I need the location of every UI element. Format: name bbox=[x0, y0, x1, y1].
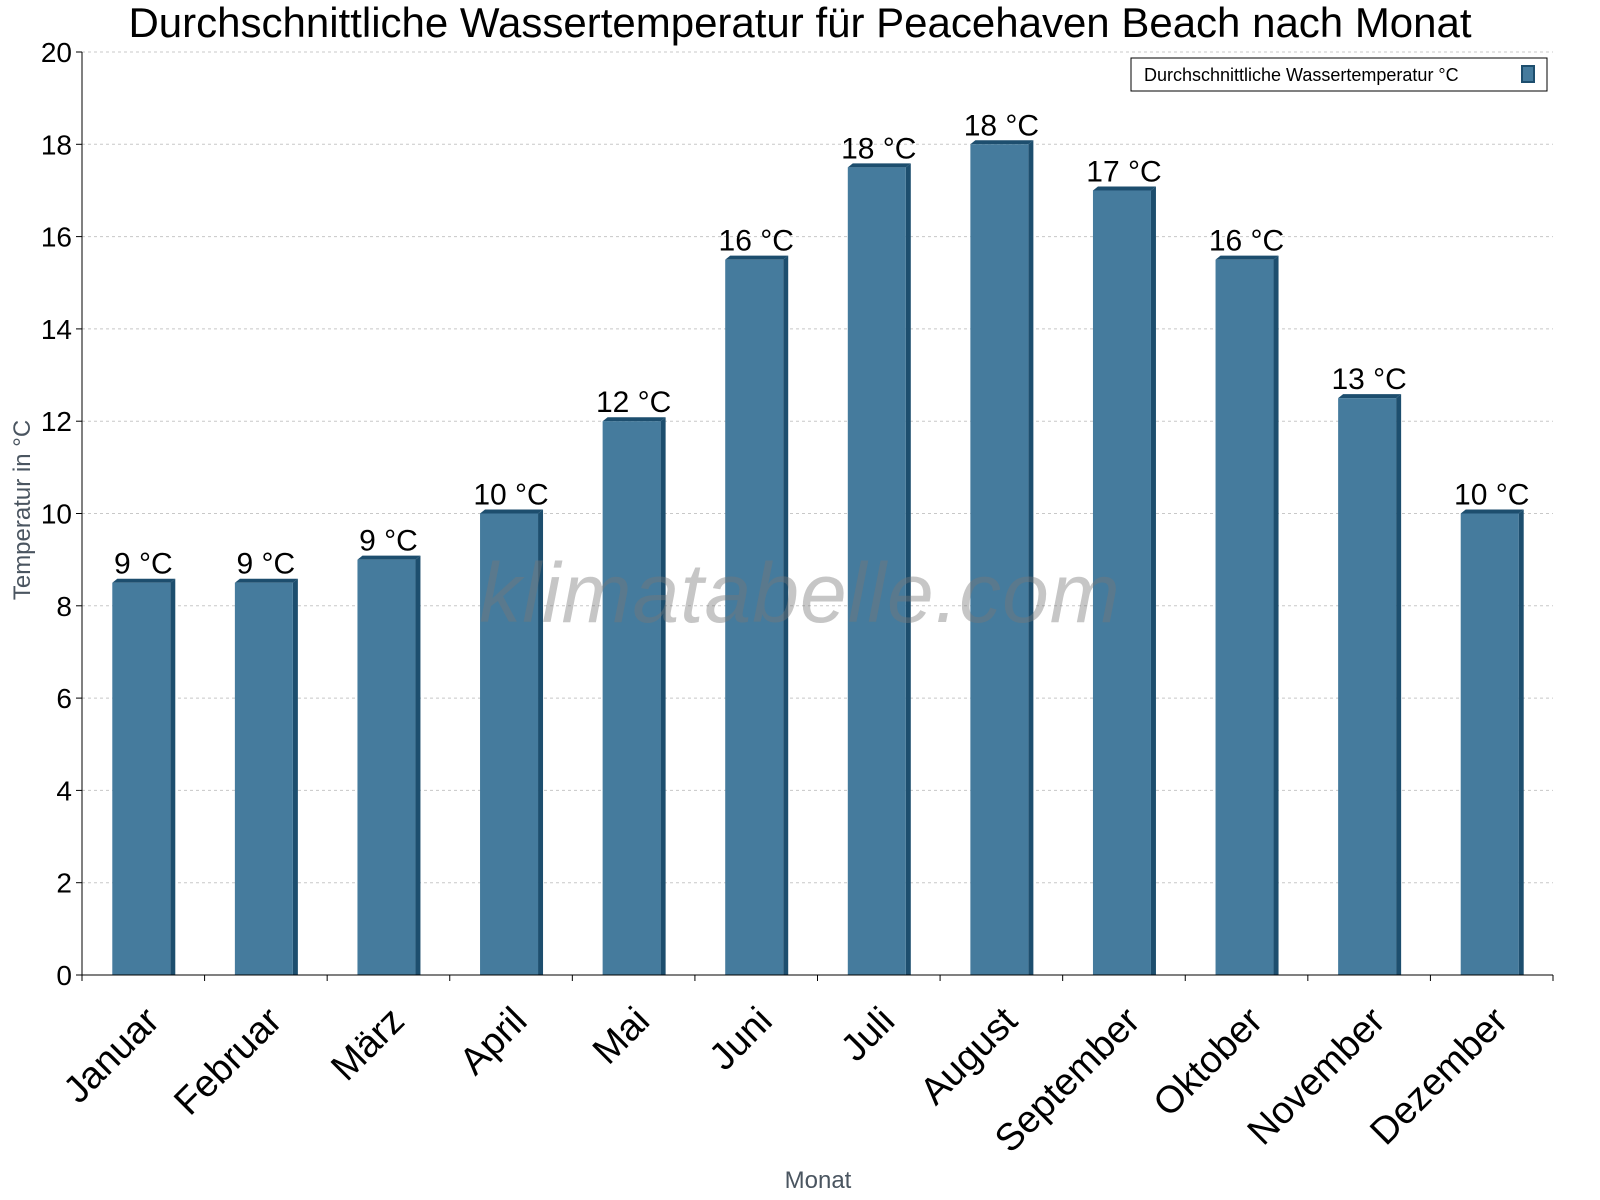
bar-top bbox=[847, 163, 911, 168]
bar bbox=[1092, 186, 1156, 975]
y-tick-label: 8 bbox=[56, 591, 72, 622]
bar-side bbox=[1150, 186, 1156, 975]
data-label: 9 °C bbox=[114, 548, 173, 581]
y-tick-label: 16 bbox=[41, 222, 72, 253]
data-label: 10 °C bbox=[1454, 479, 1529, 512]
data-label: 18 °C bbox=[964, 109, 1039, 142]
bar-top bbox=[112, 578, 176, 583]
data-label: 13 °C bbox=[1331, 363, 1406, 396]
legend-swatch bbox=[1521, 65, 1535, 83]
y-axis-label: Temperatur in °C bbox=[9, 420, 36, 600]
bar-face bbox=[725, 259, 784, 975]
data-label: 10 °C bbox=[473, 479, 548, 512]
y-tick-label: 4 bbox=[56, 775, 72, 806]
bar-side bbox=[783, 255, 789, 976]
bar-face bbox=[112, 582, 171, 975]
bar-top bbox=[234, 578, 298, 583]
data-label: 9 °C bbox=[237, 548, 296, 581]
data-label: 16 °C bbox=[1209, 225, 1284, 258]
bar-top bbox=[1092, 186, 1156, 191]
bar-face bbox=[1338, 398, 1397, 975]
grid bbox=[82, 51, 1553, 884]
data-label: 9 °C bbox=[359, 525, 418, 558]
y-tick-label: 6 bbox=[56, 683, 72, 714]
legend-box bbox=[1130, 57, 1548, 92]
bar-side bbox=[1028, 140, 1034, 976]
y-tick-label: 2 bbox=[56, 868, 72, 899]
bar-top bbox=[725, 255, 789, 260]
bar-top bbox=[1338, 394, 1402, 399]
bar-top bbox=[970, 140, 1034, 145]
bar-side bbox=[905, 163, 911, 975]
data-label: 16 °C bbox=[719, 225, 794, 258]
bar bbox=[847, 163, 911, 975]
bar-face bbox=[1092, 190, 1151, 975]
bar-face bbox=[357, 559, 416, 975]
chart-title: Durchschnittliche Wassertemperatur für P… bbox=[128, 0, 1471, 46]
bar-side bbox=[415, 555, 421, 975]
bar-top bbox=[1215, 255, 1279, 260]
bar bbox=[1460, 509, 1524, 975]
x-tick-label: Oktober bbox=[1146, 999, 1272, 1125]
bar-side bbox=[660, 417, 666, 975]
legend: Durchschnittliche Wassertemperatur °C bbox=[1130, 57, 1548, 92]
bar-side bbox=[1518, 509, 1524, 975]
bars bbox=[112, 140, 1524, 976]
bar bbox=[725, 255, 789, 976]
bar-face bbox=[480, 513, 539, 975]
x-tick-label: Mai bbox=[585, 1000, 658, 1073]
bar bbox=[480, 509, 544, 975]
x-axis-label: Monat bbox=[785, 1167, 852, 1194]
bar bbox=[1215, 255, 1279, 976]
x-tick-label: April bbox=[452, 1000, 535, 1083]
x-tick-label: August bbox=[912, 999, 1026, 1113]
data-label: 17 °C bbox=[1086, 155, 1161, 188]
bar-side bbox=[292, 578, 298, 975]
y-tick-label: 14 bbox=[41, 314, 72, 345]
y-tick-label: 20 bbox=[41, 37, 72, 68]
bar-face bbox=[847, 167, 906, 975]
bar-side bbox=[170, 578, 176, 975]
bar-face bbox=[970, 144, 1029, 976]
data-labels: 9 °C 9 °C 9 °C 10 °C 12 °C 16 °C 18 °C 18 °C 17 … bbox=[114, 109, 1529, 580]
x-tick-label: Juni bbox=[702, 1000, 781, 1079]
bar-top bbox=[480, 509, 544, 514]
bar-face bbox=[1460, 513, 1519, 975]
bar bbox=[357, 555, 421, 975]
bar-side bbox=[1396, 394, 1402, 975]
bar-top bbox=[357, 555, 421, 560]
x-tick-label: März bbox=[323, 1000, 412, 1089]
bar bbox=[1338, 394, 1402, 975]
bar-top bbox=[602, 417, 666, 422]
bar bbox=[234, 578, 298, 975]
data-label: 18 °C bbox=[841, 132, 916, 165]
y-tick-label: 12 bbox=[41, 406, 72, 437]
y-tick-label: 18 bbox=[41, 129, 72, 160]
y-tick-label: 10 bbox=[41, 499, 72, 530]
bar bbox=[112, 578, 176, 975]
bar-face bbox=[602, 421, 661, 975]
y-tick-label: 0 bbox=[56, 960, 72, 991]
x-tick-label: Juli bbox=[833, 1000, 903, 1070]
legend-label: Durchschnittliche Wassertemperatur °C bbox=[1144, 65, 1459, 85]
y-ticks: 0 2 4 6 8 10 12 14 16 18 20 bbox=[41, 37, 82, 991]
x-tick-label: Januar bbox=[56, 999, 168, 1111]
data-label: 12 °C bbox=[596, 386, 671, 419]
bar-face bbox=[234, 582, 293, 975]
bar-top bbox=[1460, 509, 1524, 514]
bar-side bbox=[1273, 255, 1279, 976]
bar-side bbox=[538, 509, 544, 975]
bar bbox=[970, 140, 1034, 976]
x-tick-label: Februar bbox=[166, 999, 290, 1123]
bar bbox=[602, 417, 666, 975]
bar-face bbox=[1215, 259, 1274, 975]
